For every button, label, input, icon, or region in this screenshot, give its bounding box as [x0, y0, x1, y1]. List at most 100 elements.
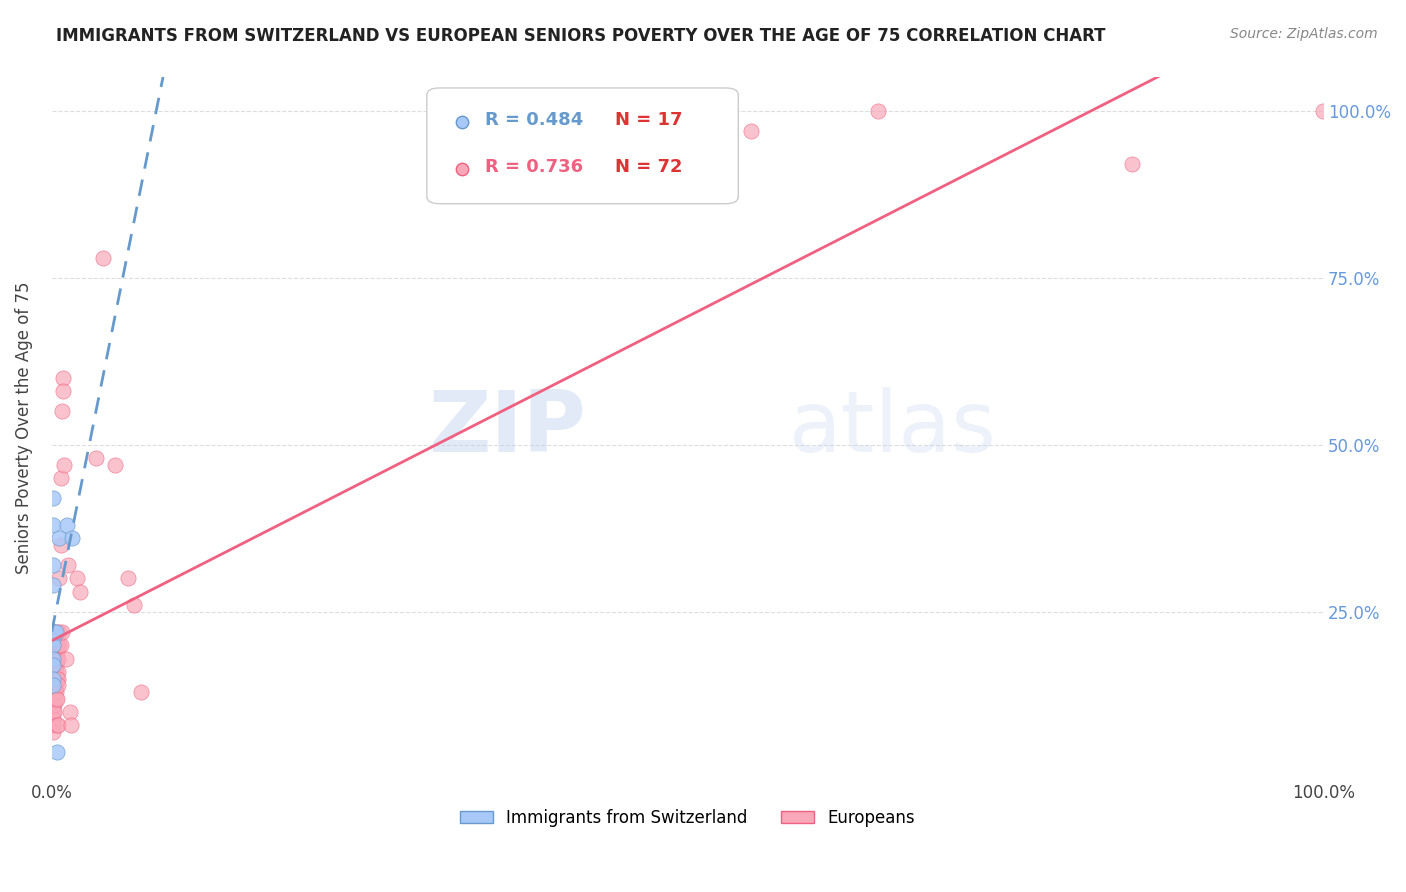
- Point: [52, 384, 75, 399]
- Point: [48, 532, 70, 546]
- Point: [45, 691, 67, 706]
- Point: [51, 624, 73, 639]
- Point: [44, 672, 66, 686]
- Point: [45, 691, 67, 706]
- Point: [117, 572, 139, 586]
- Point: [44, 624, 66, 639]
- Text: IMMIGRANTS FROM SWITZERLAND VS EUROPEAN SENIORS POVERTY OVER THE AGE OF 75 CORRE: IMMIGRANTS FROM SWITZERLAND VS EUROPEAN …: [56, 27, 1105, 45]
- Point: [52, 371, 75, 385]
- Point: [44, 705, 66, 719]
- Point: [45, 638, 67, 652]
- Point: [42, 638, 65, 652]
- Point: [66, 572, 89, 586]
- Point: [58, 705, 80, 719]
- Point: [124, 598, 146, 612]
- Point: [42, 698, 65, 713]
- Point: [59, 718, 82, 732]
- Point: [129, 685, 152, 699]
- Point: [42, 718, 65, 732]
- Point: [49, 638, 72, 652]
- Point: [1121, 157, 1143, 171]
- Point: [42, 658, 65, 673]
- Point: [42, 705, 65, 719]
- Point: [42, 725, 65, 739]
- Point: [53, 458, 76, 472]
- Point: [56, 518, 79, 533]
- Point: [42, 518, 65, 533]
- Point: [44, 651, 66, 665]
- Point: [44, 658, 66, 673]
- Point: [451, 191, 474, 205]
- Point: [45, 638, 67, 652]
- Point: [42, 665, 65, 679]
- Point: [45, 672, 67, 686]
- Text: N = 17: N = 17: [614, 111, 682, 128]
- Point: [44, 678, 66, 692]
- Point: [48, 572, 70, 586]
- Point: [51, 404, 73, 418]
- Point: [46, 665, 69, 679]
- Text: Source: ZipAtlas.com: Source: ZipAtlas.com: [1230, 27, 1378, 41]
- Text: R = 0.484: R = 0.484: [485, 111, 583, 128]
- Point: [46, 678, 69, 692]
- Point: [1312, 103, 1334, 118]
- Point: [45, 624, 67, 639]
- Point: [44, 624, 66, 639]
- Point: [48, 638, 70, 652]
- Point: [42, 691, 65, 706]
- Point: [42, 578, 65, 592]
- Text: N = 72: N = 72: [614, 158, 682, 176]
- Text: R = 0.736: R = 0.736: [485, 158, 583, 176]
- Point: [45, 672, 67, 686]
- Point: [451, 145, 474, 160]
- Point: [42, 624, 65, 639]
- Point: [42, 678, 65, 692]
- Point: [42, 672, 65, 686]
- Point: [42, 651, 65, 665]
- Point: [45, 685, 67, 699]
- Point: [740, 124, 762, 138]
- Point: [44, 698, 66, 713]
- Point: [42, 672, 65, 686]
- Point: [42, 678, 65, 692]
- Point: [49, 471, 72, 485]
- Text: atlas: atlas: [789, 386, 997, 470]
- Point: [44, 685, 66, 699]
- Point: [45, 678, 67, 692]
- Point: [45, 645, 67, 659]
- Point: [44, 665, 66, 679]
- Point: [58, 558, 80, 573]
- Point: [45, 665, 67, 679]
- Point: [46, 651, 69, 665]
- Point: [42, 638, 65, 652]
- Point: [48, 624, 70, 639]
- Point: [104, 458, 127, 472]
- Legend: Immigrants from Switzerland, Europeans: Immigrants from Switzerland, Europeans: [453, 803, 922, 834]
- Point: [44, 638, 66, 652]
- Point: [60, 532, 83, 546]
- Point: [868, 103, 890, 118]
- Point: [42, 624, 65, 639]
- Point: [46, 638, 69, 652]
- Point: [45, 651, 67, 665]
- Point: [45, 718, 67, 732]
- Point: [42, 558, 65, 573]
- Point: [45, 745, 67, 759]
- Point: [46, 718, 69, 732]
- Point: [42, 491, 65, 506]
- Point: [42, 632, 65, 646]
- Point: [69, 585, 91, 599]
- Text: ZIP: ZIP: [427, 386, 586, 470]
- Point: [55, 651, 77, 665]
- Point: [42, 712, 65, 726]
- FancyBboxPatch shape: [427, 88, 738, 203]
- Point: [49, 538, 72, 552]
- Point: [45, 658, 67, 673]
- Point: [42, 685, 65, 699]
- Point: [45, 645, 67, 659]
- Point: [45, 624, 67, 639]
- Point: [84, 451, 107, 466]
- Point: [45, 651, 67, 665]
- Point: [91, 251, 114, 265]
- Point: [44, 691, 66, 706]
